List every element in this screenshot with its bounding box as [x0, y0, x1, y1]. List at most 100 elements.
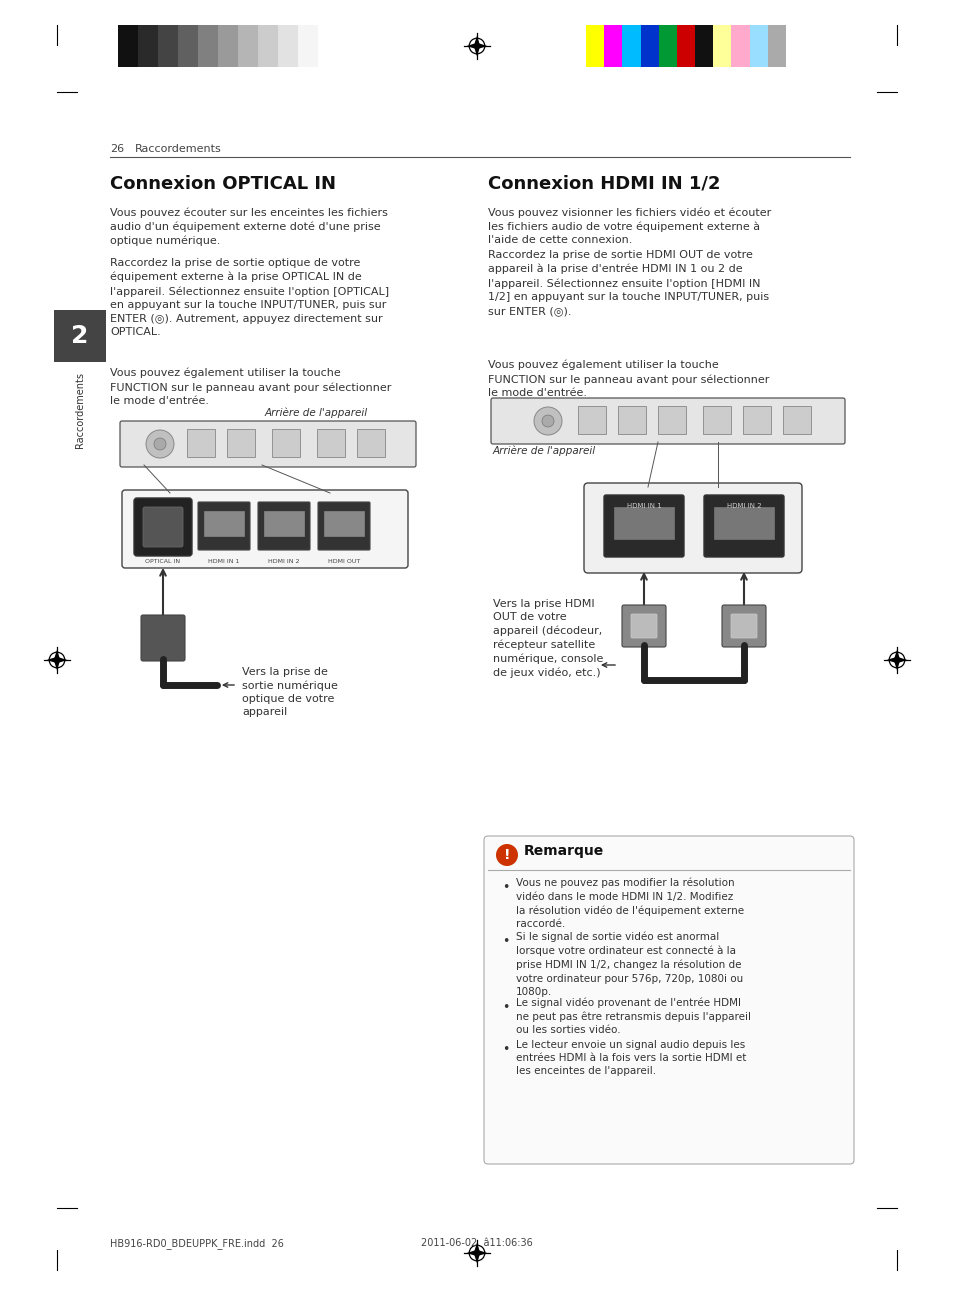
Text: Arrière de l'appareil: Arrière de l'appareil — [493, 446, 596, 457]
Circle shape — [146, 431, 173, 458]
Bar — [702, 406, 730, 434]
Text: OPTICAL IN: OPTICAL IN — [145, 559, 180, 564]
FancyBboxPatch shape — [730, 613, 757, 638]
Bar — [187, 429, 214, 457]
FancyBboxPatch shape — [122, 490, 408, 568]
FancyBboxPatch shape — [583, 482, 801, 573]
Bar — [742, 406, 770, 434]
Bar — [272, 429, 299, 457]
FancyBboxPatch shape — [603, 495, 683, 556]
Polygon shape — [466, 1250, 476, 1257]
Text: Remarque: Remarque — [523, 844, 603, 859]
FancyBboxPatch shape — [491, 398, 844, 444]
FancyBboxPatch shape — [630, 613, 657, 638]
Text: Raccordez la prise de sortie optique de votre
équipement externe à la prise OPTI: Raccordez la prise de sortie optique de … — [110, 258, 389, 337]
FancyBboxPatch shape — [198, 502, 250, 550]
Polygon shape — [57, 656, 68, 663]
Text: •: • — [502, 1043, 509, 1056]
Polygon shape — [474, 1253, 479, 1263]
Bar — [218, 25, 238, 67]
Bar — [677, 25, 695, 67]
Bar — [138, 25, 158, 67]
Bar — [782, 406, 810, 434]
Bar — [257, 25, 278, 67]
Text: Vous pouvez également utiliser la touche
FUNCTION sur le panneau avant pour séle: Vous pouvez également utiliser la touche… — [110, 368, 391, 406]
FancyBboxPatch shape — [703, 495, 783, 556]
Bar — [767, 25, 785, 67]
Bar — [639, 25, 659, 67]
FancyBboxPatch shape — [621, 604, 665, 647]
FancyBboxPatch shape — [143, 507, 183, 547]
Text: Vous pouvez écouter sur les enceintes les fichiers
audio d'un équipement externe: Vous pouvez écouter sur les enceintes le… — [110, 208, 388, 246]
FancyBboxPatch shape — [257, 502, 310, 550]
Text: •: • — [502, 935, 509, 948]
Bar — [204, 511, 244, 536]
Bar — [731, 25, 749, 67]
Text: •: • — [502, 881, 509, 894]
Text: 26: 26 — [110, 144, 124, 154]
Bar — [618, 406, 645, 434]
Bar — [713, 25, 731, 67]
Text: Vers la prise de
sortie numérique
optique de votre
appareil: Vers la prise de sortie numérique optiqu… — [242, 667, 337, 717]
Text: HDMI IN 2: HDMI IN 2 — [726, 503, 760, 508]
Circle shape — [153, 438, 166, 450]
Circle shape — [496, 844, 517, 866]
Text: Raccordements: Raccordements — [135, 144, 221, 154]
Polygon shape — [53, 660, 60, 671]
Polygon shape — [474, 35, 479, 45]
Polygon shape — [476, 43, 487, 49]
Polygon shape — [47, 656, 57, 663]
Text: Le lecteur envoie un signal audio depuis les
entrées HDMI à la fois vers la sort: Le lecteur envoie un signal audio depuis… — [516, 1040, 745, 1077]
Polygon shape — [474, 1243, 479, 1253]
Polygon shape — [476, 1250, 487, 1257]
FancyBboxPatch shape — [317, 502, 370, 550]
Text: Connexion OPTICAL IN: Connexion OPTICAL IN — [110, 175, 335, 193]
Polygon shape — [474, 45, 479, 56]
Bar — [178, 25, 198, 67]
Text: Le signal vidéo provenant de l'entrée HDMI
ne peut pas être retransmis depuis l': Le signal vidéo provenant de l'entrée HD… — [516, 997, 750, 1035]
Text: Raccordez la prise de sortie HDMI OUT de votre
appareil à la prise d'entrée HDMI: Raccordez la prise de sortie HDMI OUT de… — [488, 250, 768, 316]
Polygon shape — [53, 650, 60, 660]
Text: Vous pouvez également utiliser la touche
FUNCTION sur le panneau avant pour séle: Vous pouvez également utiliser la touche… — [488, 361, 768, 398]
Text: HDMI OUT: HDMI OUT — [328, 559, 359, 564]
Bar — [297, 25, 318, 67]
Text: HDMI IN 2: HDMI IN 2 — [268, 559, 299, 564]
Polygon shape — [466, 43, 476, 49]
Bar — [578, 406, 605, 434]
Text: Vous pouvez visionner les fichiers vidéo et écouter
les fichiers audio de votre : Vous pouvez visionner les fichiers vidéo… — [488, 208, 770, 245]
Polygon shape — [893, 660, 900, 671]
Bar — [316, 429, 345, 457]
Bar — [264, 511, 304, 536]
Bar — [237, 25, 258, 67]
Text: Raccordements: Raccordements — [75, 372, 85, 447]
Bar — [614, 507, 673, 540]
Circle shape — [534, 407, 561, 434]
Bar — [324, 511, 364, 536]
FancyBboxPatch shape — [120, 422, 416, 467]
Text: HDMI IN 1: HDMI IN 1 — [626, 503, 660, 508]
Polygon shape — [896, 656, 906, 663]
Bar — [356, 429, 385, 457]
Text: HB916-RD0_BDEUPPK_FRE.indd  26: HB916-RD0_BDEUPPK_FRE.indd 26 — [110, 1239, 284, 1249]
Bar — [658, 406, 685, 434]
Bar — [603, 25, 622, 67]
Bar — [621, 25, 640, 67]
Text: 2011-06-02  â11:06:36: 2011-06-02 â11:06:36 — [420, 1239, 533, 1248]
FancyBboxPatch shape — [133, 498, 192, 556]
Text: Vous ne pouvez pas modifier la résolution
vidéo dans le mode HDMI IN 1/2. Modifi: Vous ne pouvez pas modifier la résolutio… — [516, 878, 743, 929]
Polygon shape — [893, 650, 900, 660]
Bar — [198, 25, 218, 67]
Text: Arrière de l'appareil: Arrière de l'appareil — [265, 409, 368, 419]
Circle shape — [541, 415, 554, 427]
Bar — [277, 25, 298, 67]
Bar — [713, 507, 773, 540]
FancyBboxPatch shape — [721, 604, 765, 647]
Text: !: ! — [503, 848, 510, 863]
FancyBboxPatch shape — [141, 615, 185, 661]
Bar — [749, 25, 767, 67]
Text: 2: 2 — [71, 324, 89, 348]
FancyBboxPatch shape — [483, 837, 853, 1163]
Text: Connexion HDMI IN 1/2: Connexion HDMI IN 1/2 — [488, 175, 720, 193]
Bar — [658, 25, 677, 67]
Bar — [695, 25, 713, 67]
